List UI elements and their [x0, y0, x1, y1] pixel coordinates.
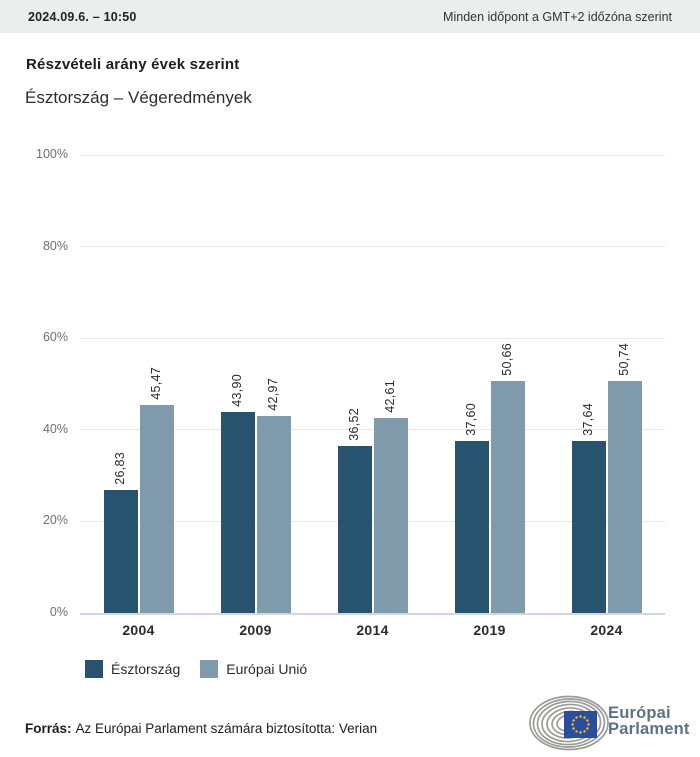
y-axis-label: 0%: [49, 605, 68, 619]
bar-2009-series1[interactable]: [256, 416, 291, 613]
y-axis-label: 60%: [42, 330, 68, 345]
logo-wordmark-line2: Parlament: [608, 720, 690, 738]
source-note: Forrás: Az Európai Parlament számára bizt…: [25, 721, 377, 736]
gridline: [80, 429, 665, 431]
bar-2014-series0[interactable]: [337, 445, 372, 613]
x-axis-label: 2004: [122, 622, 155, 638]
bar-2014-series1[interactable]: [373, 417, 408, 613]
bar-2019-series0[interactable]: [454, 440, 489, 613]
chart-subtitle: Észtország – Végeredmények: [25, 88, 252, 107]
legend-label-estonia: Észtország: [111, 661, 181, 677]
source-label: Forrás:: [25, 721, 72, 736]
x-axis-label: 2014: [356, 622, 389, 638]
bar-2024-series0[interactable]: [571, 440, 606, 613]
x-axis-label: 2024: [590, 622, 623, 638]
bar-value-label: 50,66: [499, 343, 514, 376]
y-axis-label: 40%: [42, 421, 68, 436]
gridline: [80, 337, 665, 339]
chart-legend: Észtország Európai Unió: [85, 660, 327, 678]
gridline: [80, 520, 665, 522]
source-text: Az Európai Parlament számára biztosított…: [75, 721, 378, 736]
legend-item-eu[interactable]: Európai Unió: [200, 660, 307, 678]
report-datetime: 2024.09.6. – 10:50: [28, 9, 137, 24]
bar-value-label: 37,64: [580, 402, 595, 436]
y-axis-label: 80%: [42, 238, 68, 253]
bar-value-label: 37,60: [463, 403, 478, 436]
legend-item-estonia[interactable]: Észtország: [85, 660, 180, 678]
legend-swatch-estonia: [85, 660, 103, 678]
bar-value-label: 42,97: [265, 378, 280, 412]
bar-value-label: 45,47: [148, 366, 163, 400]
bar-value-label: 50,74: [616, 342, 631, 376]
gridline: [80, 154, 665, 156]
x-axis-line: [80, 613, 665, 615]
logo-wordmark-line1: Európai: [608, 704, 671, 722]
bar-2004-series0[interactable]: [103, 490, 138, 613]
gridline: [80, 246, 665, 248]
bar-value-label: 26,83: [112, 452, 127, 486]
y-axis-label: 20%: [42, 513, 68, 528]
eu-flag-icon: [564, 711, 597, 738]
x-axis-label: 2019: [473, 622, 506, 638]
bar-2009-series0[interactable]: [220, 411, 255, 613]
european-parliament-logo-icon: [529, 695, 609, 751]
legend-label-eu: Európai Unió: [226, 661, 308, 677]
timezone-note: Minden időpont a GMT+2 időzóna szerint: [443, 9, 672, 24]
top-bar: 2024.09.6. – 10:50 Minden időpont a GMT+…: [0, 0, 700, 33]
bar-value-label: 43,90: [229, 374, 244, 407]
bar-2004-series1[interactable]: [139, 404, 174, 613]
legend-swatch-eu: [200, 660, 219, 678]
bar-2019-series1[interactable]: [490, 380, 525, 613]
bar-value-label: 36,52: [346, 407, 361, 441]
chart-title: Részvételi arány évek szerint: [26, 56, 240, 73]
y-axis-label: 100%: [36, 147, 68, 161]
bar-value-label: 42,61: [382, 380, 397, 413]
x-axis-label: 2009: [239, 622, 272, 638]
bar-2024-series1[interactable]: [607, 380, 642, 613]
